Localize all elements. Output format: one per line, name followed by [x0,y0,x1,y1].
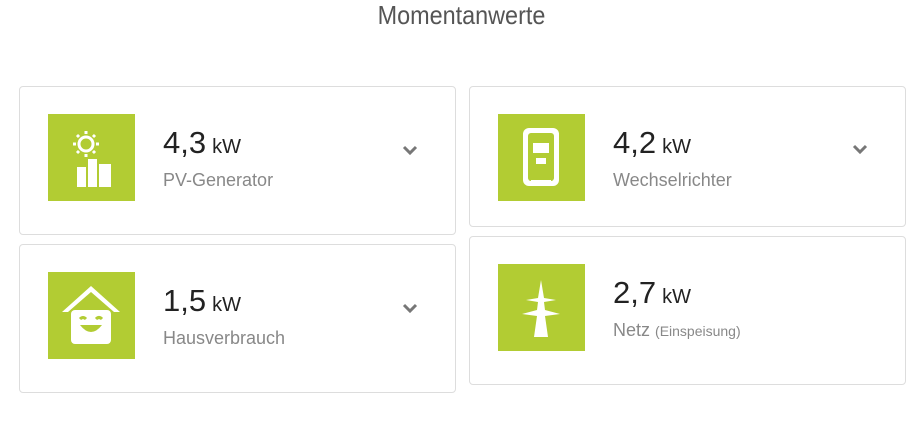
unit: kW [212,136,241,158]
card-wechselrichter[interactable]: 4,2 kW Wechselrichter [469,86,906,227]
unit: kW [662,286,691,308]
label: Hausverbrauch [163,328,286,348]
label-sub: (Einspeisung) [655,323,741,339]
label: Wechselrichter [613,170,732,190]
card-pv-generator[interactable]: 4,3 kW PV-Generator [19,86,456,235]
power-pylon-icon [498,264,585,351]
label: PV-Generator [163,170,274,190]
value: 4,3 [163,125,207,160]
unit: kW [212,294,241,316]
value: 2,7 [613,275,657,310]
label: Netz [613,320,651,340]
page-title: Momentanwerte [377,0,546,30]
card-hausverbrauch[interactable]: 1,5 kW Hausverbrauch [19,244,456,393]
chevron-down-icon[interactable] [852,143,868,155]
value: 4,2 [613,125,657,160]
house-smile-icon [48,272,135,359]
unit: kW [662,136,691,158]
card-netz[interactable]: 2,7 kW Netz (Einspeisung) [469,236,906,385]
solar-generator-icon [48,114,135,201]
inverter-icon [498,114,585,201]
chevron-down-icon[interactable] [402,302,418,314]
chevron-down-icon[interactable] [402,144,418,156]
value: 1,5 [163,283,207,318]
